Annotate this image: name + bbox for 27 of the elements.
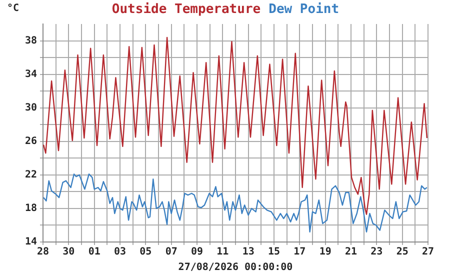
x-tick-label: 21 bbox=[344, 246, 358, 258]
x-axis-title: 27/08/2026 00:00:00 bbox=[177, 262, 294, 273]
y-tick-label: 26 bbox=[24, 136, 37, 147]
y-tick-label: 18 bbox=[24, 203, 37, 214]
x-tick-label: 11 bbox=[216, 246, 229, 258]
x-tick-label: 30 bbox=[62, 246, 75, 258]
x-tick-label: 03 bbox=[114, 246, 126, 258]
x-tick-label: 28 bbox=[36, 246, 50, 258]
x-tick-label: 19 bbox=[319, 246, 332, 258]
x-tick-label: 27 bbox=[422, 246, 434, 258]
x-tick-label: 13 bbox=[242, 246, 254, 258]
y-axis-title: °C bbox=[7, 3, 20, 14]
x-tick-label: 17 bbox=[294, 246, 306, 258]
y-tick-label: 14 bbox=[24, 236, 37, 248]
x-tick-label: 23 bbox=[370, 246, 383, 258]
text: Dew Point bbox=[268, 2, 340, 17]
y-tick-label: 34 bbox=[24, 68, 37, 80]
x-tick-label: 15 bbox=[268, 246, 280, 258]
x-tick-label: 25 bbox=[396, 246, 408, 258]
x-tick-label: 07 bbox=[165, 246, 178, 258]
x-tick-label: 09 bbox=[190, 246, 204, 258]
y-tick-label: 30 bbox=[24, 102, 37, 114]
text: Outside Temperature bbox=[112, 2, 261, 17]
y-tick-label: 22 bbox=[24, 170, 37, 181]
x-tick-label: 05 bbox=[140, 246, 152, 258]
x-tick-label: 01 bbox=[88, 246, 100, 258]
y-tick-label: 38 bbox=[24, 35, 37, 46]
